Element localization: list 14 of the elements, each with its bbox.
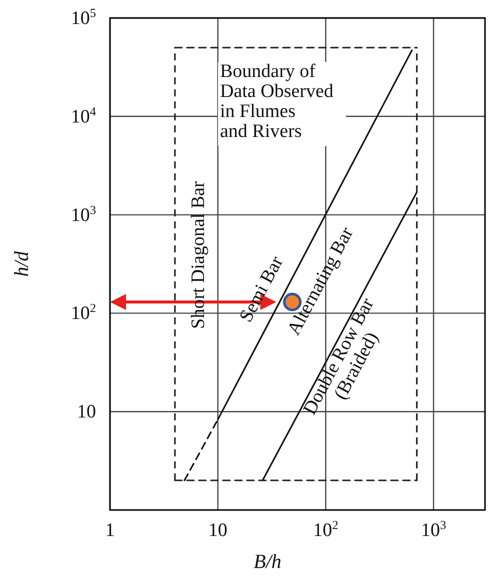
x-tick-label: 10 <box>208 520 228 541</box>
y-tick-label: 10 <box>77 402 96 423</box>
y-tick-label: 10$^{5}$ <box>70 6 96 29</box>
x-axis-title: B/h <box>254 551 282 573</box>
x-tick-label: 1 <box>105 520 115 541</box>
y-tick-label: 10$^{3}$ <box>70 202 96 226</box>
annotation: Boundary of Data Observed in Flumes and Rivers <box>220 60 334 142</box>
x-tick-label: 10$^{3}$ <box>420 518 446 541</box>
y-tick-label: 10$^{4}$ <box>70 104 96 128</box>
annotation: Short Diagonal Bar <box>188 180 210 329</box>
x-tick-label: 10$^{2}$ <box>313 518 338 541</box>
y-axis-title: h/d <box>11 250 33 277</box>
annotation: Semi Bar <box>236 252 288 326</box>
y-tick-label: 10$^{2}$ <box>70 301 96 324</box>
